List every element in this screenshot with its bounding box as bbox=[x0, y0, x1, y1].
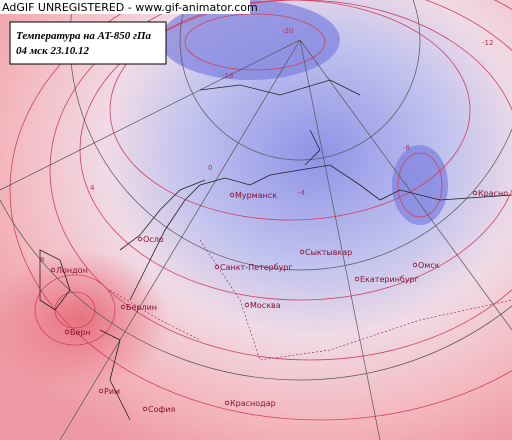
city-label: Берлин bbox=[126, 303, 157, 312]
warm-area bbox=[0, 250, 170, 390]
isotherm-label: 8 bbox=[40, 256, 44, 264]
isotherm-label: -20 bbox=[282, 27, 293, 35]
city-label: Екатеринбург bbox=[360, 275, 419, 284]
city-dot bbox=[299, 249, 305, 255]
city-label: Москва bbox=[250, 301, 281, 310]
city-label: Омск bbox=[418, 261, 440, 270]
city-label: София bbox=[148, 405, 176, 414]
title-box bbox=[9, 21, 167, 65]
isotherm-label: -4 bbox=[298, 189, 306, 197]
watermark: AdGIF UNREGISTERED - www.gif-animator.co… bbox=[2, 1, 258, 14]
city-dot bbox=[412, 262, 418, 268]
city-dot bbox=[224, 400, 230, 406]
coastlines bbox=[39, 79, 512, 421]
watermark-bar bbox=[0, 0, 250, 14]
city-label: Краснодар bbox=[230, 399, 276, 408]
city-dot bbox=[229, 192, 235, 198]
city-dot bbox=[50, 267, 56, 273]
isotherm-label: -8 bbox=[403, 144, 410, 152]
city-dot bbox=[98, 388, 104, 394]
city-dot bbox=[120, 304, 126, 310]
isotherm-label: -12 bbox=[482, 39, 493, 47]
cold-area bbox=[392, 145, 448, 225]
city-label: Красно bbox=[478, 189, 508, 198]
city-dot bbox=[64, 329, 70, 335]
city-label: Санкт-Петербург bbox=[220, 263, 293, 272]
city-label: Берн bbox=[70, 328, 91, 337]
cold-area bbox=[160, 0, 340, 80]
city-label: Рим bbox=[104, 387, 120, 396]
city-label: Мурманск bbox=[235, 191, 277, 200]
borders bbox=[109, 239, 512, 361]
city-dot bbox=[354, 276, 360, 282]
city-label: Осло bbox=[143, 235, 164, 244]
isotherm-label: 0 bbox=[208, 164, 212, 172]
city-dot bbox=[244, 302, 250, 308]
city-label: Сыктывкар bbox=[305, 248, 352, 257]
isotherm-label: -16 bbox=[222, 72, 234, 80]
city-dot bbox=[137, 236, 143, 242]
title: Температура на AT-850 гПа bbox=[16, 30, 152, 42]
isotherm-label: 4 bbox=[90, 184, 95, 192]
subtitle: 04 мск 23.10.12 bbox=[16, 45, 89, 57]
city-label: Лондон bbox=[56, 266, 88, 275]
city-dot bbox=[214, 264, 220, 270]
city-dot bbox=[142, 406, 148, 412]
city-dot bbox=[472, 190, 478, 196]
